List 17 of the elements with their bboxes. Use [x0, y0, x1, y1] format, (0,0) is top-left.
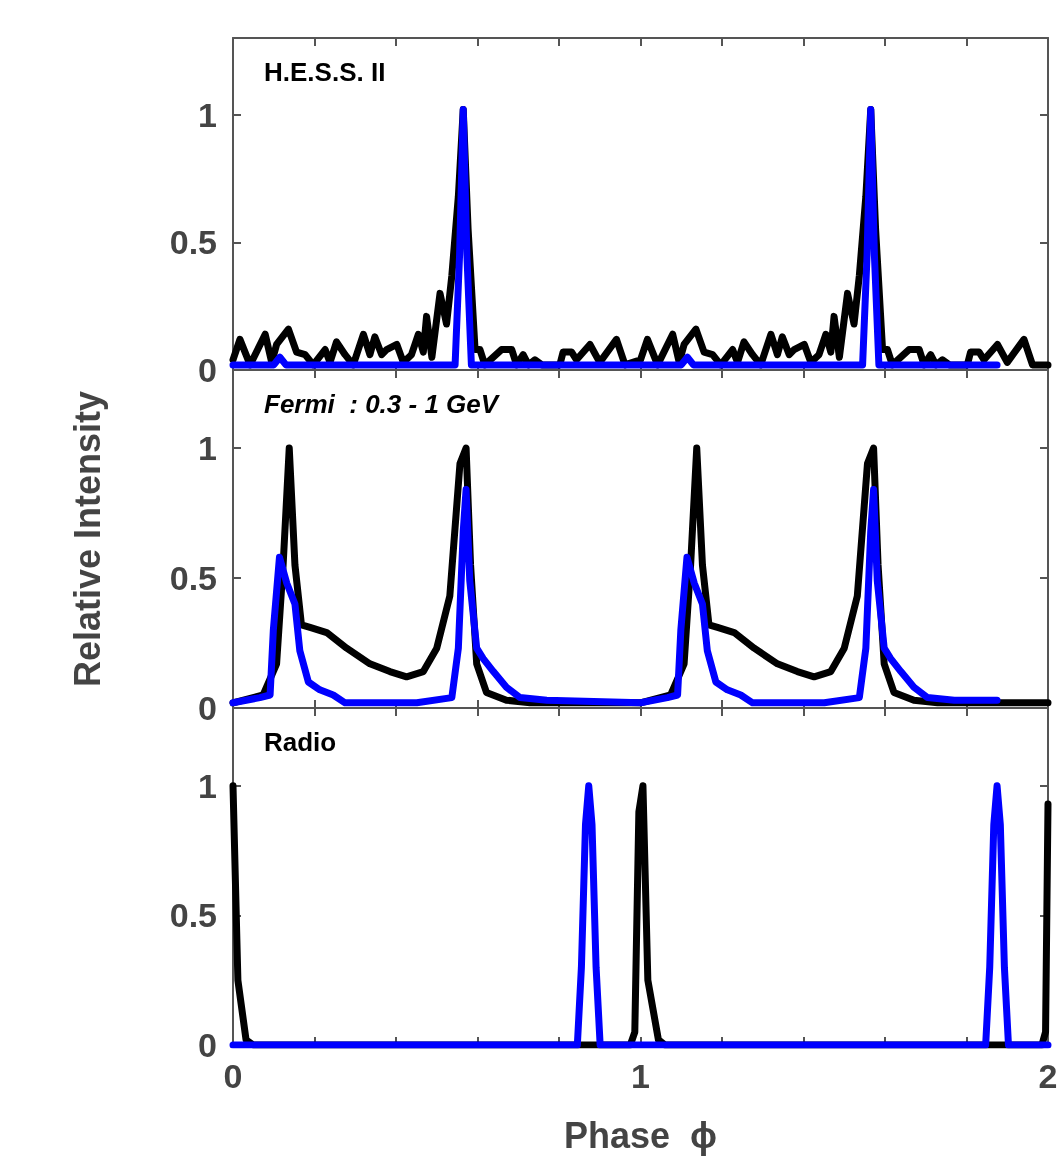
text: Radio	[264, 727, 337, 757]
y-tick-label: 0	[198, 689, 217, 727]
x-tick-label: 1	[631, 1057, 650, 1095]
y-axis-title: Relative Intensity	[66, 390, 108, 688]
y-tick-label: 1	[198, 766, 217, 805]
y-tick-label: 0.5	[169, 896, 217, 935]
x-tick-label: 2	[1038, 1057, 1058, 1095]
y-tick-label: 0.5	[169, 223, 217, 262]
y-tick-label: 0	[198, 1026, 217, 1064]
y-tick-label: 1	[198, 95, 217, 134]
y-tick-label: 0	[198, 351, 217, 389]
x-tick-label: 0	[223, 1057, 243, 1095]
y-tick-label: 0.5	[169, 559, 217, 597]
x-axis-title: Phase ϕ	[563, 1114, 718, 1156]
y-tick-label: 1	[198, 429, 217, 467]
text: Fermi : 0.3 - 1 GeV	[264, 389, 501, 419]
text: H.E.S.S. II	[264, 57, 386, 87]
